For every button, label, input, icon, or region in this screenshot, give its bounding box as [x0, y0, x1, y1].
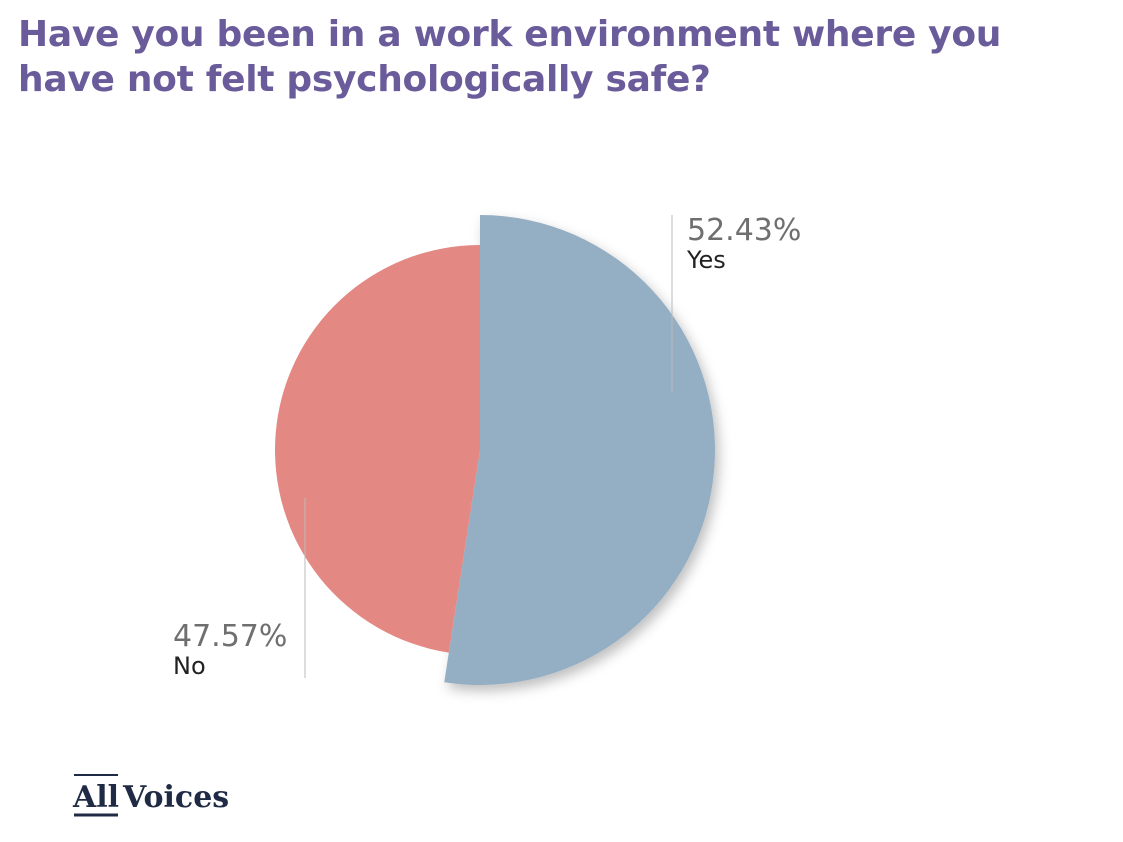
- category-label: No: [173, 652, 206, 680]
- value-label: 47.57%: [173, 619, 287, 654]
- pie-slice: [275, 245, 480, 653]
- value-label: 52.43%: [687, 213, 801, 248]
- pie-slice: [444, 215, 716, 685]
- logo-left: All: [72, 780, 119, 815]
- chart-title: Have you been in a work environment wher…: [18, 14, 1002, 100]
- category-label: Yes: [686, 246, 726, 274]
- logo-right: Voices: [122, 780, 229, 815]
